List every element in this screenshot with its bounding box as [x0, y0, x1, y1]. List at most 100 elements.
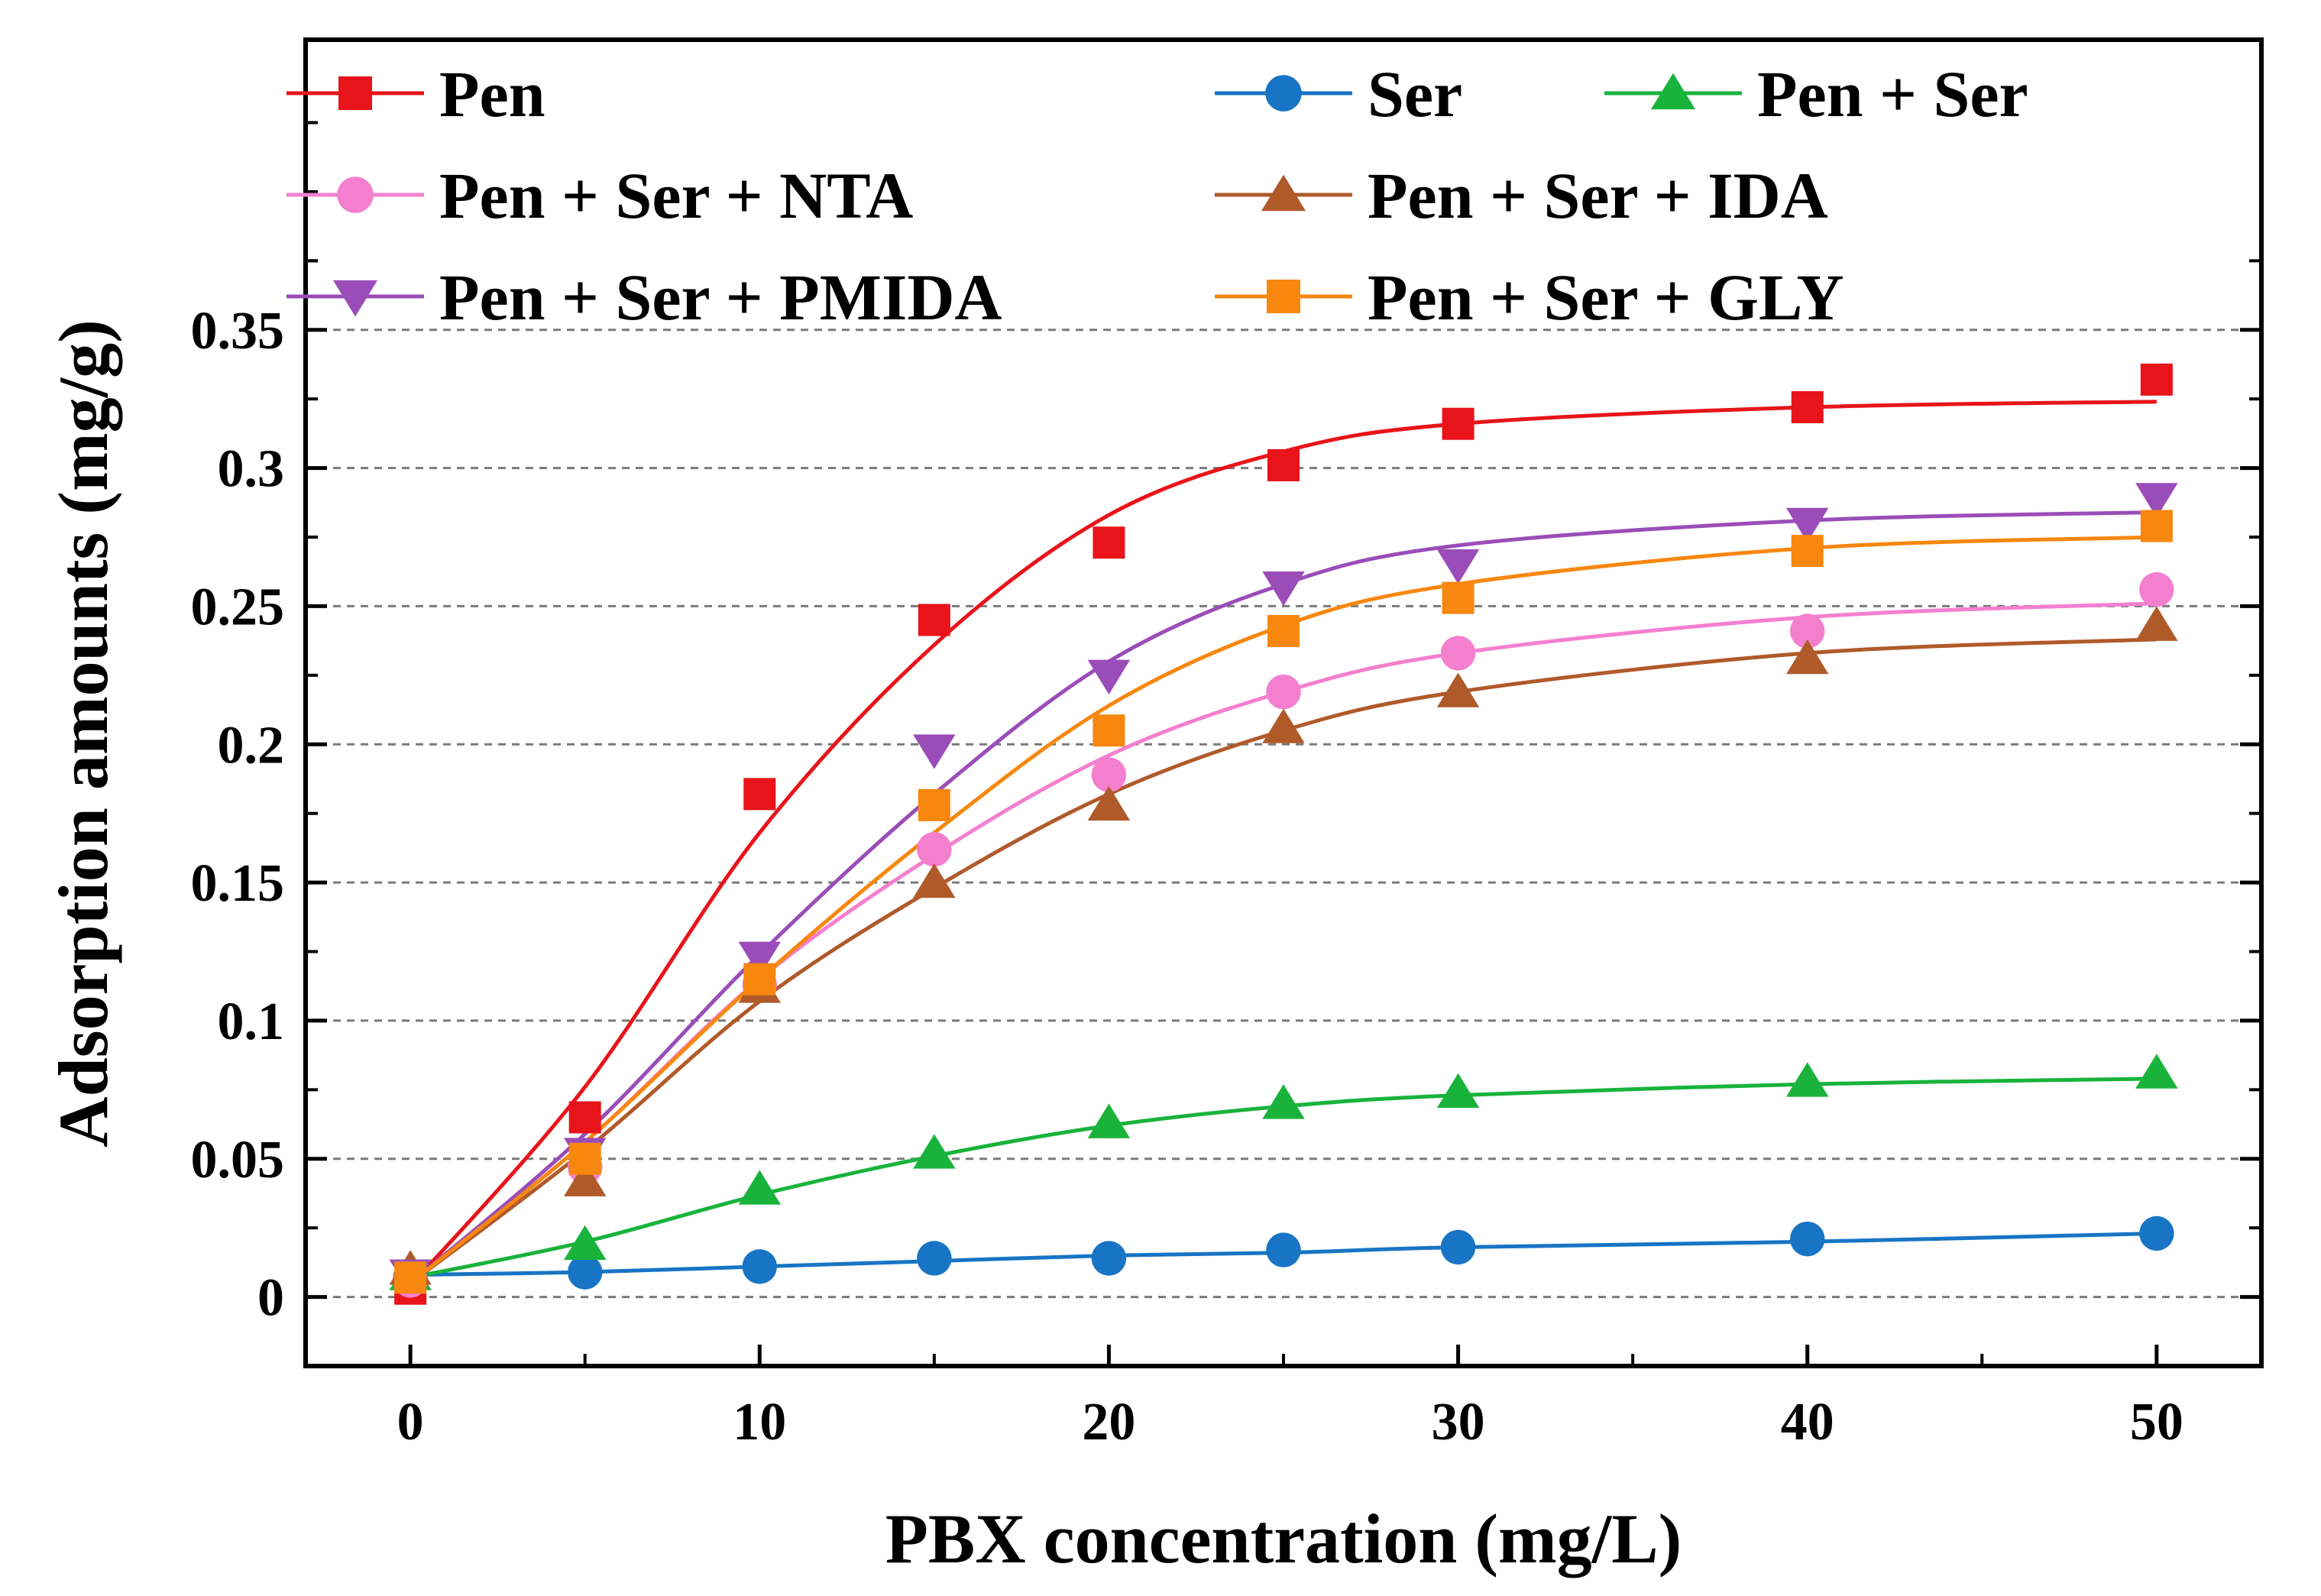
point-pen-ser-ida [913, 863, 956, 898]
legend-marker [338, 76, 372, 110]
y-tick-label: 0 [257, 1269, 284, 1328]
legend-item-pen-ser-gly: Pen + Ser + GLY [1215, 261, 1844, 334]
point-pen-ser [2135, 1054, 2178, 1089]
point-pen-ser-pmida [2135, 483, 2178, 518]
x-tick-label: 50 [2130, 1393, 2183, 1452]
legend-marker [1265, 75, 1302, 112]
point-pen-ser-gly [394, 1261, 427, 1294]
point-ser [568, 1254, 603, 1290]
y-tick-label: 0.15 [191, 854, 285, 913]
point-pen-ser-ida [563, 1161, 607, 1196]
point-pen-ser-pmida [738, 941, 782, 976]
point-pen [918, 604, 950, 636]
legend-label: Pen + Ser + PMIDA [439, 261, 1002, 334]
x-tick-label: 0 [397, 1393, 424, 1452]
legend-marker [332, 280, 378, 317]
tick-labels: 0 0.05 0.1 0.15 0.2 0.25 0.3 0.35 0 10 20 30 40 50 [191, 302, 2183, 1452]
y-axis-title: Adsorption amounts (mg/g) [44, 319, 122, 1148]
y-tick-label: 0.25 [191, 578, 285, 636]
point-pen-ser-gly [743, 963, 776, 995]
point-ser [917, 1241, 952, 1276]
legend-item-pen-ser-nta: Pen + Ser + NTA [286, 159, 913, 232]
legend-marker [1261, 174, 1306, 212]
point-pen-ser-pmida [1262, 571, 1305, 607]
legend: Pen Ser Pen + Ser Pen + Ser + NTA Pen + Ser … [286, 57, 2028, 334]
legend-item-pen-ser-ida: Pen + Ser + IDA [1215, 159, 1828, 232]
point-pen-ser-pmida [1785, 507, 1829, 543]
point-pen-ser-gly [1791, 535, 1824, 568]
point-pen [1093, 526, 1125, 559]
point-ser [742, 1249, 777, 1284]
point-pen-ser [1785, 1062, 1829, 1097]
legend-item-ser: Ser [1215, 57, 1462, 131]
fit-curve-pen-ser-gly [409, 535, 2157, 1285]
legend-marker [1650, 73, 1696, 110]
fit-curve-pen-ser [409, 1076, 2157, 1280]
y-tick-label: 0.05 [191, 1131, 285, 1190]
axis-ticks [306, 121, 2261, 1366]
point-pen [743, 778, 776, 811]
point-pen-ser-nta [2139, 572, 2174, 607]
x-tick-label: 20 [1082, 1393, 1135, 1452]
point-pen-ser-gly [1093, 714, 1125, 747]
point-pen-ser [738, 1170, 782, 1205]
point-pen-ser-gly [1267, 614, 1300, 647]
legend-label: Pen + Ser + IDA [1368, 159, 1828, 232]
point-pen-ser [913, 1134, 956, 1169]
point-pen-ser-pmida [1087, 659, 1131, 695]
point-pen-ser [563, 1225, 607, 1261]
legend-label: Ser [1368, 57, 1462, 131]
point-pen-ser-nta [1790, 613, 1825, 649]
y-tick-label: 0.3 [218, 440, 285, 499]
point-pen-ser-pmida [1436, 549, 1480, 584]
point-pen-ser [1262, 1084, 1305, 1119]
legend-marker [1267, 280, 1300, 313]
point-pen-ser-nta [1440, 636, 1476, 671]
legend-item-pen-ser-pmida: Pen + Ser + PMIDA [286, 261, 1002, 334]
fit-curve-pen-ser-ida [409, 637, 2157, 1285]
point-pen [2140, 363, 2173, 396]
x-tick-label: 10 [733, 1393, 786, 1452]
point-pen-ser-gly [918, 788, 950, 821]
point-pen-ser-ida [1785, 639, 1829, 675]
point-pen-ser [1087, 1103, 1131, 1138]
point-pen-ser-ida [1087, 785, 1131, 821]
point-pen-ser-nta [1091, 757, 1127, 792]
legend-label: Pen + Ser + NTA [439, 159, 913, 232]
legend-label: Pen + Ser + GLY [1368, 261, 1844, 334]
data-markers [389, 363, 2178, 1305]
point-pen-ser-gly [2140, 510, 2173, 542]
point-pen-ser-ida [1262, 708, 1305, 743]
x-tick-label: 30 [1432, 1393, 1485, 1452]
legend-item-pen: Pen [286, 57, 545, 131]
point-pen-ser [1436, 1073, 1480, 1109]
point-pen-ser-ida [1436, 672, 1480, 707]
point-pen-ser-gly [1442, 581, 1474, 614]
legend-marker [337, 176, 374, 213]
fit-curve-pen-ser-pmida [409, 510, 2157, 1285]
point-pen-ser-nta [1266, 674, 1301, 710]
point-pen-ser-ida [2135, 606, 2178, 641]
y-tick-label: 0.2 [218, 716, 285, 775]
point-ser [1440, 1229, 1476, 1265]
x-tick-label: 40 [1781, 1393, 1834, 1452]
legend-label: Pen [439, 57, 545, 131]
point-pen-ser-nta [917, 832, 952, 867]
point-pen [568, 1101, 601, 1134]
legend-label: Pen + Ser [1757, 57, 2028, 131]
point-ser [1266, 1232, 1301, 1267]
legend-item-pen-ser: Pen + Ser [1604, 57, 2028, 131]
point-pen [1791, 391, 1824, 424]
point-pen-ser-pmida [913, 734, 956, 769]
fit-curve-pen [409, 400, 2157, 1287]
y-tick-label: 0.35 [191, 302, 285, 361]
point-pen-ser-gly [568, 1142, 601, 1175]
point-ser [1790, 1221, 1825, 1257]
x-axis-title: PBX concentration (mg/L) [885, 1500, 1682, 1578]
point-pen [1267, 448, 1300, 481]
point-pen [1442, 407, 1474, 440]
fit-curves [409, 400, 2157, 1287]
y-tick-label: 0.1 [218, 992, 285, 1051]
point-ser [2139, 1216, 2174, 1251]
